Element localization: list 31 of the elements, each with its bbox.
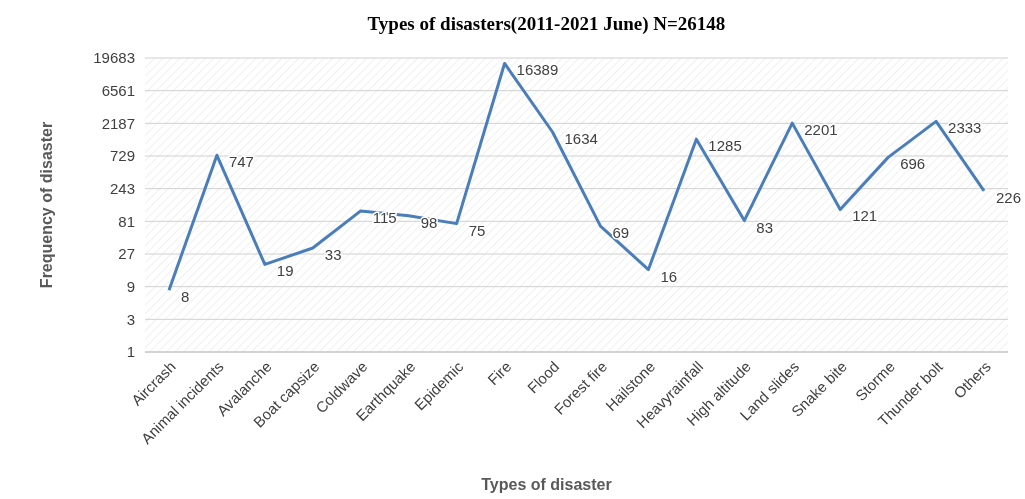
data-label: 121	[852, 207, 878, 225]
data-label: 747	[228, 153, 254, 171]
y-tick-label: 9	[126, 277, 135, 295]
data-label: 8	[180, 288, 190, 306]
line-series	[167, 61, 986, 292]
data-label: 19	[276, 262, 294, 280]
chart-title: Types of disasters(2011-2021 June) N=26148	[367, 13, 726, 35]
data-label: 226	[996, 188, 1022, 206]
y-tick-label: 6561	[101, 81, 135, 99]
y-tick-label: 2187	[101, 114, 135, 132]
y-tick-label: 27	[118, 245, 135, 263]
data-label: 83	[756, 218, 773, 236]
y-tick-label: 1	[126, 343, 135, 361]
y-tick-label: 81	[118, 212, 135, 230]
data-label: 696	[900, 155, 926, 173]
data-label: 75	[468, 221, 486, 239]
x-axis-title: Types of disaster	[481, 476, 612, 493]
data-label: 1634	[564, 130, 598, 147]
y-tick-label: 729	[109, 147, 135, 165]
data-label: 33	[324, 246, 342, 264]
y-tick-label: 3	[126, 310, 135, 328]
data-label: 1285	[708, 137, 742, 155]
y-axis-title: Frequency of disaster	[38, 121, 55, 289]
data-label: 69	[612, 224, 630, 242]
data-label: 2333	[948, 119, 982, 137]
data-label: 16	[660, 267, 678, 285]
data-label: 16389	[516, 61, 559, 79]
y-tick-label: 19683	[93, 49, 135, 67]
x-tick-label: Fire	[484, 357, 515, 389]
data-label: 2201	[804, 121, 838, 139]
y-tick-label: 243	[109, 179, 135, 197]
